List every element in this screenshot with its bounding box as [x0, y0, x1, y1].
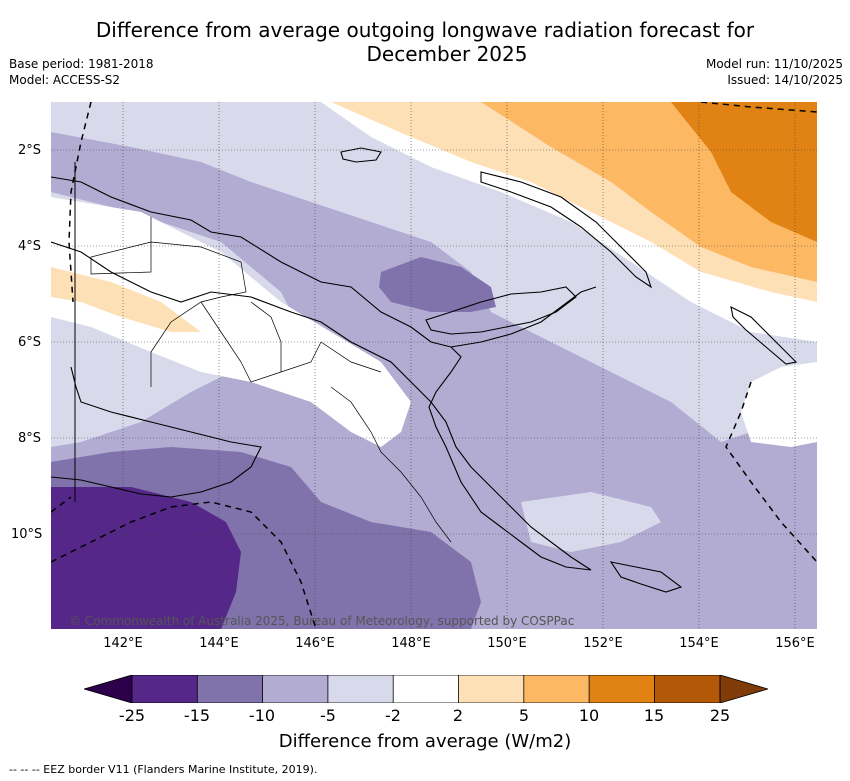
- copyright-notice: © Commonwealth of Australia 2025, Bureau…: [69, 614, 575, 628]
- anomaly-region-neutral-east: [741, 342, 817, 447]
- base-period: Base period: 1981-2018: [9, 57, 154, 71]
- manus-coastline: [340, 147, 382, 163]
- meta-right: Model run: 11/10/2025 Issued: 14/10/2025: [706, 56, 843, 88]
- colorbar-tick-minus25: -25: [118, 706, 146, 725]
- lon-label-150e: 150°E: [487, 636, 527, 651]
- colorbar-tick-25: 25: [709, 706, 731, 725]
- colorbar-tick-minus10: -10: [248, 706, 276, 725]
- colorbar-extension-high: [719, 675, 768, 703]
- colorbar-segment-minus15-minus10: [197, 675, 263, 703]
- colorbar: [84, 675, 768, 703]
- colorbar-segment-minus10-minus5: [262, 675, 328, 703]
- colorbar-segment-10-15: [589, 675, 655, 703]
- lat-label-4s: 4°S: [18, 239, 42, 254]
- colorbar-tick-minus15: -15: [183, 706, 211, 725]
- anomaly-region-minus5-minus2-south: [521, 492, 661, 552]
- anomaly-region-10-15: [671, 102, 817, 242]
- colorbar-segment-2-5: [458, 675, 524, 703]
- colorbar-segment-minus25-minus15: [132, 675, 198, 703]
- colorbar-segment-5-10: [523, 675, 590, 703]
- southern-coast: [51, 366, 262, 498]
- lat-label-10s: 10°S: [11, 527, 43, 542]
- colorbar-extension-low: [84, 675, 133, 703]
- colorbar-segment-minus2-2: [393, 675, 459, 703]
- louisiade-islands: [609, 561, 683, 593]
- new-guinea-coastline: [51, 176, 597, 571]
- lon-label-156e: 156°E: [775, 636, 815, 651]
- province-borders: [90, 217, 452, 543]
- colorbar-tick-2: 2: [452, 706, 464, 725]
- colorbar-tick-10: 10: [578, 706, 600, 725]
- anomaly-region-2-5-west: [51, 267, 201, 332]
- lon-label-148e: 148°E: [391, 636, 431, 651]
- colorbar-segment-minus5-minus2: [327, 675, 394, 703]
- anomaly-region-neutral-band: [51, 197, 411, 447]
- title-line-2: December 2025: [366, 42, 528, 66]
- chart-title: Difference from average outgoing longwav…: [0, 18, 850, 66]
- lon-label-146e: 146°E: [295, 636, 335, 651]
- lon-label-152e: 152°E: [583, 636, 623, 651]
- eez-borders: [51, 102, 817, 629]
- coastlines: [51, 147, 798, 593]
- anomaly-region-minus15-minus10-center: [379, 257, 496, 312]
- lon-label-154e: 154°E: [679, 636, 719, 651]
- colorbar-tick-minus2: -2: [385, 706, 401, 725]
- lat-label-8s: 8°S: [18, 431, 42, 446]
- model-name: Model: ACCESS-S2: [9, 73, 121, 87]
- model-run: Model run: 11/10/2025: [705, 57, 843, 71]
- new-britain-coastline: [425, 286, 577, 335]
- colorbar-tick-5: 5: [518, 706, 530, 725]
- lon-label-142e: 142°E: [103, 636, 143, 651]
- meta-left: Base period: 1981-2018 Model: ACCESS-S2: [9, 56, 154, 88]
- eez-footnote: -- -- -- EEZ border V11 (Flanders Marine…: [9, 763, 318, 776]
- lat-label-6s: 6°S: [18, 335, 42, 350]
- graticule: [51, 102, 817, 629]
- colorbar-tick-minus5: -5: [320, 706, 336, 725]
- title-line-1: Difference from average outgoing longwav…: [95, 18, 755, 42]
- bougainville-coastline: [730, 306, 798, 365]
- colorbar-tick-15: 15: [643, 706, 665, 725]
- issued-date: Issued: 14/10/2025: [727, 73, 843, 87]
- anomaly-map: [51, 102, 817, 629]
- map-svg: [51, 102, 817, 629]
- colorbar-title: Difference from average (W/m2): [278, 731, 572, 752]
- colorbar-segment-15-25: [654, 675, 720, 703]
- lon-label-144e: 144°E: [199, 636, 239, 651]
- new-ireland-coastline: [480, 171, 653, 289]
- lat-label-2s: 2°S: [18, 143, 42, 158]
- anomaly-region-minus25-minus15: [51, 487, 241, 629]
